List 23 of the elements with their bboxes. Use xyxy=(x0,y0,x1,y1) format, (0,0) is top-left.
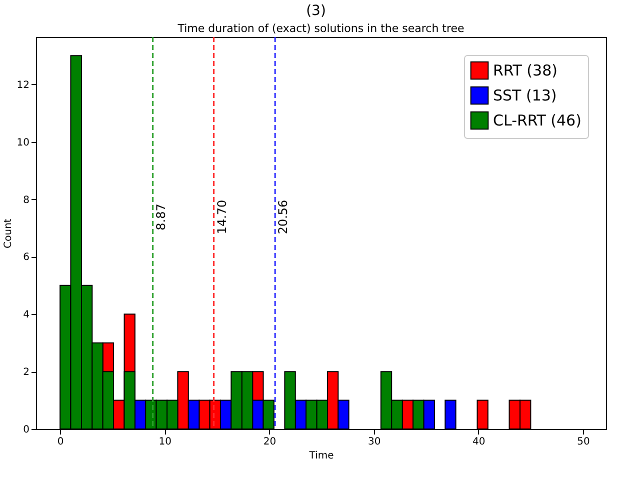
y-tick-label: 8 xyxy=(23,194,30,206)
x-tick-label: 40 xyxy=(472,436,486,448)
legend-label: RRT (38) xyxy=(493,62,558,80)
legend-label: CL-RRT (46) xyxy=(493,112,582,130)
x-axis-title: Time xyxy=(308,450,334,462)
y-tick-label: 2 xyxy=(23,367,30,378)
y-tick-label: 12 xyxy=(16,80,30,91)
x-tick-label: 0 xyxy=(57,436,64,448)
y-tick-label: 4 xyxy=(23,310,30,321)
y-tick-label: 6 xyxy=(23,252,30,264)
chart-title: Time duration of (exact) solutions in the search tree xyxy=(176,22,465,35)
y-tick-label: 10 xyxy=(16,137,30,148)
x-tick-label: 10 xyxy=(158,436,172,448)
y-tick-label: 0 xyxy=(23,424,30,436)
x-tick-label: 50 xyxy=(577,436,590,448)
x-tick-label: 20 xyxy=(263,436,276,448)
x-tick-label: 30 xyxy=(368,436,381,448)
ref-line-label: 8.87 xyxy=(154,204,168,230)
legend-label: SST (13) xyxy=(493,86,557,104)
y-axis-title: Count xyxy=(2,218,14,248)
text: (3) xyxy=(306,3,326,19)
ref-line-label: 20.56 xyxy=(276,200,290,234)
ref-line-label: 14.70 xyxy=(214,200,229,234)
